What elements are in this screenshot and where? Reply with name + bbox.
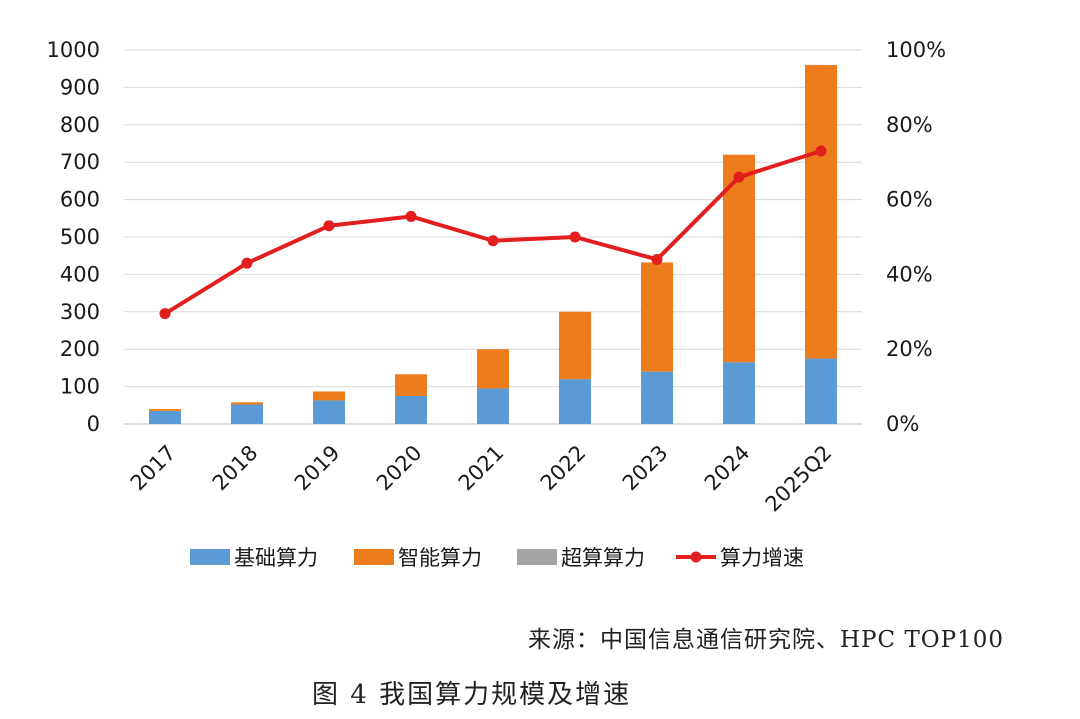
bar-segment — [231, 402, 263, 405]
y-right-tick-label: 40% — [886, 262, 933, 286]
legend-label: 超算算力 — [561, 546, 645, 570]
y-right-tick-label: 100% — [886, 38, 946, 62]
y-left-tick-label: 300 — [60, 300, 100, 324]
x-tick-label: 2024 — [700, 441, 755, 496]
x-tick-label: 2020 — [372, 441, 427, 496]
y-left-tick-label: 1000 — [47, 38, 100, 62]
growth-point — [159, 308, 171, 320]
x-tick-label: 2022 — [536, 441, 591, 496]
growth-point — [815, 145, 827, 157]
y-left-tick-label: 400 — [60, 262, 100, 286]
y-left-tick-label: 100 — [60, 375, 100, 399]
growth-point — [241, 257, 253, 269]
growth-point — [733, 171, 745, 183]
bar-segment — [477, 349, 509, 389]
legend: 基础算力 智能算力 超算算力 算力增速 — [190, 546, 804, 570]
y-left-tick-label: 500 — [60, 225, 100, 249]
growth-point — [651, 253, 663, 265]
growth-point — [323, 220, 335, 232]
bar-segment — [149, 410, 181, 424]
y-left-tick-label: 200 — [60, 337, 100, 361]
x-axis: 2017 2018 2019 2020 2021 2022 2023 2024 2025Q2 — [126, 441, 837, 517]
y-left-tick-label: 900 — [60, 75, 100, 99]
legend-swatch — [517, 549, 557, 565]
growth-point — [569, 231, 581, 243]
bar-segment — [395, 374, 427, 396]
y-left-tick-label: 0 — [87, 412, 100, 436]
bar-segment — [313, 391, 345, 401]
y-right-tick-label: 20% — [886, 337, 933, 361]
y-right-tick-label: 80% — [886, 113, 933, 137]
bar-segment — [641, 371, 673, 424]
y-right-tick-label: 0% — [886, 412, 919, 436]
bar-segment — [723, 362, 755, 424]
bar-segment — [641, 262, 673, 372]
x-tick-label: 2023 — [618, 441, 673, 496]
legend-label: 基础算力 — [234, 546, 318, 570]
chart: 0 100 200 300 400 500 600 700 800 900 1000 0% 20% 40… — [47, 38, 947, 570]
bars — [149, 64, 837, 424]
bar-segment — [559, 311, 591, 380]
y-left-tick-label: 700 — [60, 150, 100, 174]
bar-segment — [805, 358, 837, 424]
legend-swatch — [190, 549, 230, 565]
bar-segment — [805, 64, 837, 359]
legend-label: 算力增速 — [720, 546, 804, 570]
bar-segment — [149, 409, 181, 411]
y-left-tick-label: 600 — [60, 188, 100, 212]
bar-segment — [231, 404, 263, 424]
y-axis-left: 0 100 200 300 400 500 600 700 800 900 1000 — [47, 38, 100, 436]
bar-segment — [477, 388, 509, 424]
growth-line-path — [163, 149, 822, 316]
bar-segment — [313, 400, 345, 424]
bar-segment — [395, 395, 427, 424]
x-tick-label: 2019 — [290, 441, 345, 496]
legend-swatch-marker — [690, 551, 702, 563]
x-tick-label: 2018 — [208, 441, 263, 496]
bar-segment — [559, 379, 591, 424]
growth-point — [487, 235, 499, 247]
source-note: 来源：中国信息通信研究院、HPC TOP100 — [528, 627, 1005, 653]
y-left-tick-label: 800 — [60, 113, 100, 137]
x-tick-label: 2025Q2 — [761, 441, 837, 517]
growth-line — [159, 145, 827, 320]
y-right-tick-label: 60% — [886, 188, 933, 212]
y-axis-right: 0% 20% 40% 60% 80% 100% — [886, 38, 946, 436]
legend-swatch — [354, 549, 394, 565]
x-tick-label: 2021 — [454, 441, 509, 496]
growth-point — [405, 210, 417, 222]
x-tick-label: 2017 — [126, 441, 181, 496]
figure-caption: 图 4 我国算力规模及增速 — [312, 680, 632, 710]
legend-label: 智能算力 — [398, 546, 482, 570]
